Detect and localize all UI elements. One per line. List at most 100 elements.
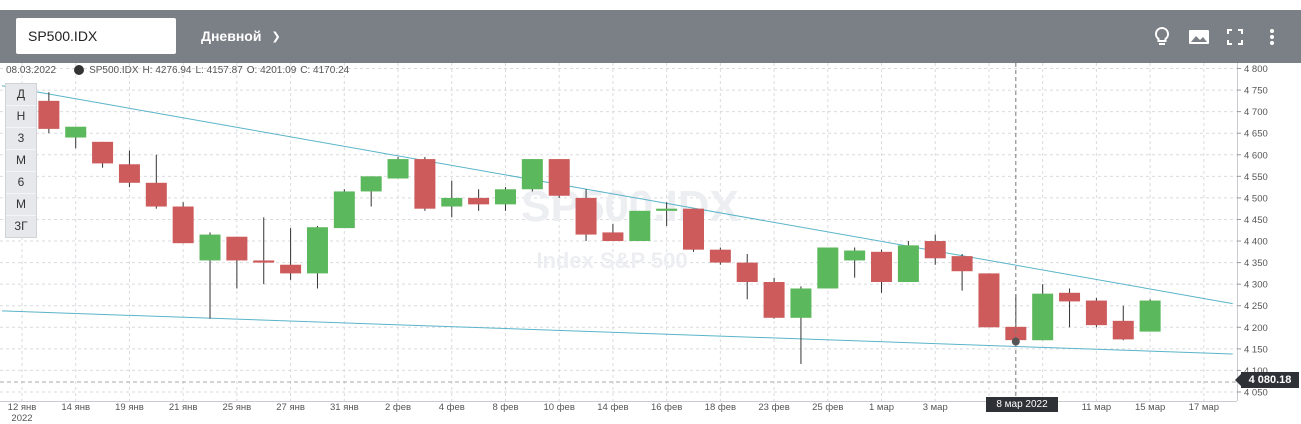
x-tick-label: 27 янв — [276, 402, 305, 413]
info-high-label: H: — [142, 64, 153, 76]
image-icon[interactable] — [1187, 25, 1211, 49]
symbol-search-input[interactable] — [16, 18, 176, 54]
candle-body — [199, 234, 221, 261]
period-label: Дневной — [201, 28, 262, 44]
candle-body — [1032, 293, 1054, 341]
candle-body — [360, 176, 382, 192]
candle — [1112, 305, 1134, 341]
candle — [1085, 297, 1107, 328]
x-tick-label: 12 янв — [8, 402, 37, 413]
x-tick-label: 14 фев — [597, 402, 628, 413]
candle — [306, 225, 328, 289]
ohlc-info-line: 08.03.2022 SP500.IDX H: 4276.94 L: 4157.… — [6, 63, 349, 77]
fullscreen-icon[interactable] — [1223, 25, 1247, 49]
candle-body — [226, 236, 248, 261]
candle-body — [414, 159, 436, 209]
y-tick-label: 4 200 — [1244, 323, 1268, 334]
x-tick-label: 11 мар — [1082, 402, 1112, 413]
candle-body — [468, 197, 490, 205]
period-button-3y[interactable]: 3Г — [14, 219, 28, 233]
info-low: 4157.87 — [206, 64, 243, 76]
candle-body — [494, 189, 516, 205]
x-tick-label: 2 фев — [385, 402, 411, 413]
y-tick-label: 4 400 — [1244, 237, 1268, 248]
x-tick-label: 1 мар — [869, 402, 894, 413]
period-button-3[interactable]: 3 — [6, 128, 36, 150]
candle — [1059, 288, 1081, 328]
candle-body — [280, 264, 302, 274]
candle-body — [736, 262, 758, 283]
candle — [736, 253, 758, 300]
candle-body — [38, 100, 60, 129]
candle — [709, 247, 731, 265]
info-open-label: O: — [246, 64, 258, 76]
candle-body — [118, 164, 140, 183]
candle-body — [333, 191, 355, 229]
candle-body — [65, 126, 87, 138]
candle-body — [924, 241, 946, 259]
period-button-week[interactable]: Н — [6, 106, 36, 128]
candle — [414, 156, 436, 211]
candle — [333, 189, 355, 229]
info-open: 4201.09 — [260, 64, 297, 76]
period-dropdown[interactable]: Дневной ❯ — [201, 18, 281, 54]
candle-body — [441, 197, 463, 207]
current-price-badge: 4 080.18 — [1235, 372, 1299, 388]
trendline — [1, 85, 1233, 305]
period-button-6[interactable]: 6 — [6, 172, 36, 194]
candle-body — [1085, 300, 1107, 326]
x-tick-label: 18 фев — [705, 402, 736, 413]
candle-body — [602, 232, 624, 242]
toolbar: Дневной ❯ — [0, 10, 1301, 63]
crosshair-date-badge: 8 мар 2022 — [986, 397, 1058, 412]
candle — [65, 126, 87, 149]
trendline — [1, 310, 1233, 355]
candle-body — [306, 227, 328, 274]
candle-body — [871, 251, 893, 283]
period-button-m[interactable]: М — [6, 194, 36, 216]
candle — [1032, 284, 1054, 341]
candle — [924, 234, 946, 265]
more-vertical-icon[interactable] — [1260, 25, 1284, 49]
y-tick-label: 4 700 — [1244, 107, 1268, 118]
y-tick-label: 4 750 — [1244, 86, 1268, 97]
x-tick-label: 21 янв — [169, 402, 198, 413]
info-symbol: SP500.IDX — [89, 64, 139, 76]
chevron-down-icon: ❯ — [271, 30, 281, 43]
candle — [871, 249, 893, 293]
candle-body — [1139, 300, 1161, 332]
info-close-label: C: — [300, 64, 311, 76]
y-tick-label: 4 300 — [1244, 280, 1268, 291]
period-button-day[interactable]: Д — [6, 84, 36, 106]
x-tick-sublabel: 2022 — [11, 413, 32, 424]
period-button-month[interactable]: М — [6, 150, 36, 172]
info-date: 08.03.2022 — [6, 64, 57, 76]
candle-body — [253, 260, 275, 263]
y-tick-label: 4 600 — [1244, 150, 1268, 161]
y-tick-label: 4 500 — [1244, 193, 1268, 204]
candle-body — [387, 159, 409, 179]
candle-body — [1112, 320, 1134, 340]
x-tick-label: 15 мар — [1135, 402, 1165, 413]
y-tick-label: 4 550 — [1244, 172, 1268, 183]
x-tick-label: 4 фев — [439, 402, 465, 413]
candle-body — [92, 141, 114, 164]
candle-body — [709, 249, 731, 263]
y-tick-label: 4 650 — [1244, 129, 1268, 140]
x-tick-label: 10 фев — [544, 402, 575, 413]
x-tick-label: 19 янв — [115, 402, 144, 413]
candle — [978, 273, 1000, 328]
candle — [763, 277, 785, 319]
x-tick-label: 23 фев — [758, 402, 789, 413]
series-dot-icon — [74, 65, 85, 75]
candle — [897, 241, 919, 283]
period-button-group: Д Н 3 М 6 М 3Г — [5, 83, 37, 238]
x-tick-label: 16 фев — [651, 402, 682, 413]
chart-area[interactable]: SP500.IDX Index S&P 500 4 800 4 750 4 700 4… — [0, 63, 1301, 424]
candle — [468, 189, 490, 211]
x-tick-label: 14 янв — [61, 402, 90, 413]
y-tick-label: 4 100 — [1244, 366, 1268, 377]
candles — [38, 92, 1161, 364]
lightbulb-icon[interactable] — [1150, 25, 1174, 49]
